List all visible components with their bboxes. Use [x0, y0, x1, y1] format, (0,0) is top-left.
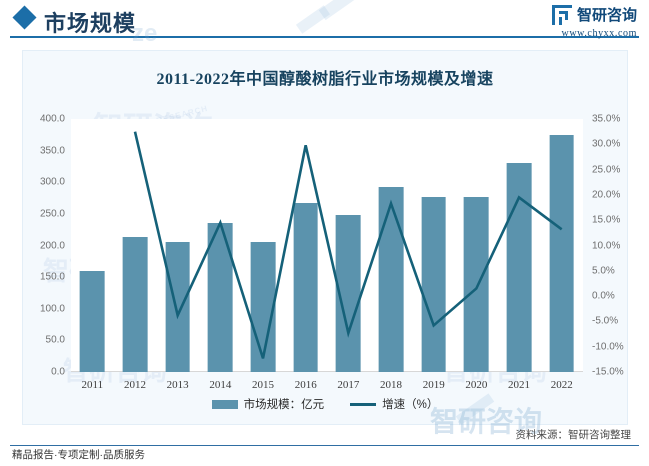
x-axis-tick-label: 2018: [380, 379, 403, 391]
x-axis-tick-label: 2022: [550, 379, 573, 391]
legend-bar-swatch: [211, 399, 238, 409]
y2-axis-tick-label: 20.0%: [592, 189, 621, 201]
y2-axis-tick-label: -5.0%: [592, 315, 619, 327]
chart-title: 2011-2022年中国醇酸树脂行业市场规模及增速: [156, 71, 494, 88]
y2-axis-tick-label: -15.0%: [592, 366, 624, 378]
bar-slot: 2018: [370, 119, 413, 391]
bar-slot: 2011: [71, 119, 114, 391]
x-axis-tick-label: 2017: [337, 379, 360, 391]
y-axis-tick-label: 250.0: [39, 208, 65, 220]
bar[interactable]: [122, 237, 148, 372]
bar[interactable]: [378, 186, 404, 372]
growth-line-series: [71, 119, 583, 372]
bar[interactable]: [250, 241, 276, 372]
legend-line-label: 增速（%）: [382, 399, 439, 411]
y-axis-tick-label: 350.0: [39, 145, 65, 157]
brand-block: 智研咨询 www.chyxx.com: [551, 4, 637, 39]
brand-url: www.chyxx.com: [561, 28, 637, 39]
bar-slot: 2012: [114, 119, 157, 391]
x-axis-tick-label: 2012: [124, 379, 146, 391]
header-divider: [10, 36, 639, 38]
source-note: 资料来源：智研咨询整理: [515, 429, 632, 441]
y2-axis-tick-label: 5.0%: [592, 265, 615, 277]
y-axis-tick-label: 150.0: [39, 271, 65, 283]
x-axis-tick-label: 2015: [252, 379, 275, 391]
y-axis-tick-label: 200.0: [39, 240, 65, 251]
bar-slot: 2020: [455, 119, 498, 391]
x-axis-line: [71, 371, 583, 372]
x-axis-tick-label: 2021: [508, 379, 531, 391]
x-axis-tick-label: 2011: [81, 379, 104, 391]
y-axis-tick-label: 0.0: [51, 366, 65, 378]
logo-icon: [551, 4, 572, 25]
plot-area: 0.0 50.0 100.0 150.0 200.0 250.0 300.0 350.0 400…: [40, 114, 624, 392]
bar[interactable]: [464, 196, 489, 372]
brand-name: 智研咨询: [576, 8, 637, 24]
bar[interactable]: [421, 197, 447, 372]
y2-axis-tick-label: 30.0%: [592, 138, 621, 150]
chart-legend: 市场规模：亿元 增速（%）: [23, 396, 627, 412]
footer-tagline: 精品报告·专项定制·品质服务: [12, 449, 145, 461]
x-axis-tick-label: 2013: [166, 379, 189, 391]
y2-axis-tick-label: 10.0%: [592, 240, 621, 251]
bar[interactable]: [79, 270, 105, 372]
page-title: 市场规模: [44, 11, 137, 36]
y-axis-tick-label: 400.0: [39, 113, 65, 125]
chart-card: 智研咨询 智研咨询 智研 咨询 智研咨询 智研咨询 INTELLIGENCE R…: [22, 50, 628, 425]
y2-axis-tick-label: 35.0%: [592, 113, 621, 125]
legend-item-bar[interactable]: 市场规模：亿元: [211, 396, 325, 412]
y-axis-tick-label: 300.0: [39, 176, 65, 188]
legend-line-swatch: [350, 402, 377, 406]
x-axis-tick-label: 2019: [422, 379, 445, 391]
y2-axis-tick-label: 25.0%: [592, 164, 621, 176]
x-axis-tick-label: 2016: [294, 379, 317, 391]
footer-divider: [10, 445, 639, 446]
y2-axis-tick-label: 15.0%: [592, 214, 621, 226]
bar-slot: 2022: [540, 119, 583, 391]
bar-slot: 2016: [284, 119, 327, 391]
y2-axis-tick-label: -10.0%: [592, 341, 624, 353]
y-axis-tick-label: 50.0: [45, 334, 65, 346]
y-axis-tick-label: 100.0: [39, 303, 65, 315]
x-axis-tick-label: 2020: [465, 379, 488, 391]
y2-axis-tick-label: 0.0%: [592, 290, 615, 302]
bar-slot: 2013: [156, 119, 199, 391]
bar-slot: 2015: [242, 119, 285, 391]
x-axis-tick-label: 2014: [209, 379, 232, 391]
legend-item-line[interactable]: 增速（%）: [350, 396, 438, 412]
page-header: 市场规模: [0, 0, 649, 40]
growth-line[interactable]: [135, 132, 562, 359]
bar[interactable]: [549, 134, 575, 372]
bar[interactable]: [165, 242, 191, 372]
legend-bar-label: 市场规模：亿元: [243, 399, 325, 411]
bar-slot: 2019: [412, 119, 455, 391]
diamond-bullet-icon: [12, 5, 37, 30]
bar[interactable]: [293, 203, 319, 372]
